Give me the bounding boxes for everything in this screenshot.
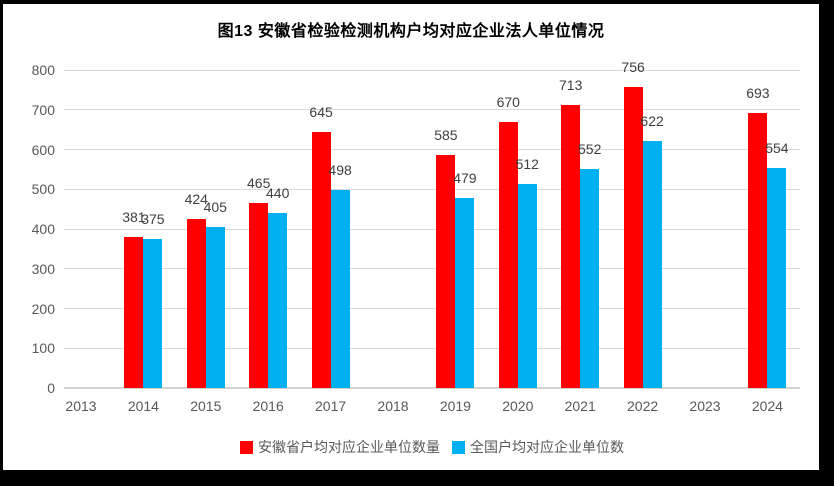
y-tick-label: 800 <box>31 62 55 78</box>
plot-area: 0 100 200 300 400 500 600 700 800 2013 2014 381 375 2… <box>3 4 819 470</box>
x-tick-label: 2013 <box>65 398 97 414</box>
gridline <box>64 69 800 71</box>
legend-item-anhui: 安徽省户均对应企业单位数量 <box>240 437 440 457</box>
bar-label-national-2020: 512 <box>515 156 539 173</box>
y-tick-label: 100 <box>31 340 55 357</box>
legend-label-anhui: 安徽省户均对应企业单位数量 <box>258 439 440 455</box>
bar-label-national-2021: 552 <box>578 140 602 157</box>
legend-item-national: 全国户均对应企业单位数 <box>452 437 624 457</box>
x-tick-label: 2023 <box>689 398 721 414</box>
gridline <box>64 347 800 349</box>
x-tick-label: 2022 <box>627 398 659 414</box>
bar-anhui-2020 <box>498 121 518 388</box>
bar-national-2015 <box>205 227 225 388</box>
x-tick-label: 2014 <box>127 398 159 414</box>
legend-label-national: 全国户均对应企业单位数 <box>470 439 624 455</box>
bar-anhui-2024 <box>748 112 768 388</box>
bar-national-2016 <box>268 213 288 388</box>
bar-chart: 图13 安徽省检验检测机构户均对应企业法人单位情况 0 100 200 300 400 5… <box>3 4 819 470</box>
y-tick-label: 600 <box>31 141 55 158</box>
bar-label-national-2016: 440 <box>266 185 290 202</box>
x-tick-label: 2018 <box>377 398 409 414</box>
legend-swatch-anhui <box>240 440 253 454</box>
gridline <box>64 268 800 270</box>
gridline <box>64 308 800 309</box>
y-tick-label: 0 <box>47 380 55 396</box>
bar-label-national-2017: 498 <box>328 162 352 179</box>
x-tick-label: 2017 <box>315 398 347 414</box>
bar-national-2021 <box>580 168 600 388</box>
bar-anhui-2017 <box>311 131 331 388</box>
bar-label-anhui-2021: 713 <box>559 76 583 93</box>
bar-label-national-2022: 622 <box>640 112 664 129</box>
bar-label-national-2014: 375 <box>141 210 165 227</box>
x-tick-label: 2015 <box>190 398 222 414</box>
chart-title: 图13 安徽省检验检测机构户均对应企业法人单位情况 <box>217 23 605 40</box>
y-tick-label: 200 <box>31 300 55 317</box>
x-tick-label: 2020 <box>502 398 534 414</box>
x-tick-label: 2021 <box>564 398 596 414</box>
gridline <box>64 149 800 150</box>
y-tick-label: 700 <box>31 101 55 118</box>
bar-anhui-2016 <box>249 203 269 388</box>
bar-label-anhui-2019: 585 <box>434 127 458 144</box>
gridline <box>64 109 800 111</box>
bar-anhui-2019 <box>436 155 456 388</box>
bar-label-anhui-2022: 756 <box>621 59 645 76</box>
y-tick-label: 400 <box>31 221 55 237</box>
bar-national-2024 <box>767 167 787 388</box>
bar-label-anhui-2020: 670 <box>496 93 520 110</box>
bar-anhui-2022 <box>623 87 643 388</box>
bar-anhui-2021 <box>561 104 581 388</box>
x-axis-line <box>64 387 800 389</box>
bar-label-anhui-2017: 645 <box>309 103 333 120</box>
y-tick-label: 300 <box>31 260 55 277</box>
bar-label-anhui-2015: 424 <box>184 191 208 208</box>
bar-anhui-2015 <box>186 219 206 388</box>
gridline <box>64 228 800 230</box>
bar-label-national-2019: 479 <box>453 169 477 186</box>
bar-national-2017 <box>330 190 350 388</box>
x-tick-label: 2016 <box>252 398 284 414</box>
gridline <box>64 188 800 190</box>
bar-label-national-2015: 405 <box>203 199 227 215</box>
bar-anhui-2014 <box>124 236 144 388</box>
bar-label-anhui-2016: 465 <box>247 175 271 192</box>
x-tick-label: 2024 <box>751 398 783 414</box>
bar-label-anhui-2024: 693 <box>746 84 770 101</box>
bar-national-2022 <box>642 140 662 388</box>
legend: 安徽省户均对应企业单位数量 全国户均对应企业单位数 <box>64 437 800 457</box>
bar-national-2019 <box>455 197 475 388</box>
bar-national-2014 <box>143 238 163 388</box>
legend-swatch-national <box>452 440 465 454</box>
x-tick-label: 2019 <box>439 398 471 414</box>
bar-label-national-2024: 554 <box>765 139 789 156</box>
y-tick-label: 500 <box>31 181 55 198</box>
bar-label-anhui-2014: 381 <box>122 208 146 225</box>
bar-national-2020 <box>517 184 537 388</box>
